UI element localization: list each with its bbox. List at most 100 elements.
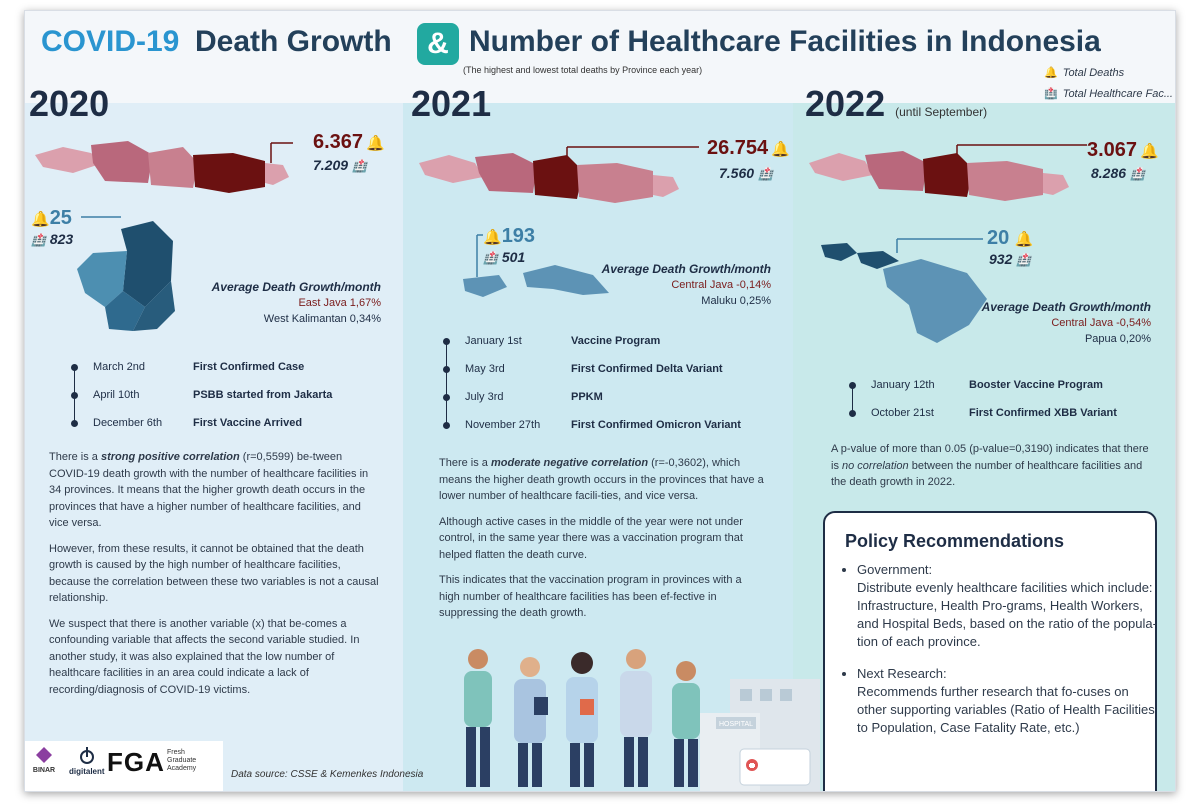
timeline-row: January 12th Booster Vaccine Program xyxy=(849,379,1169,407)
text-emphasis: strong positive correlation xyxy=(100,451,240,463)
text-run: A p-value of more than 0.05 (p-value=0,3… xyxy=(831,443,1149,472)
digitalent-logo-mark xyxy=(79,747,94,764)
paragraph: We suspect that there is another variabl… xyxy=(49,617,360,696)
growth-heading: Average Death Growth/month xyxy=(601,262,771,276)
growth-highest: Central Java -0,14% xyxy=(671,279,771,291)
health-worker-figure xyxy=(566,652,598,787)
timeline-2020: March 2nd First Confirmed Case April 10th… xyxy=(71,361,391,445)
timeline-date: January 12th xyxy=(871,379,935,391)
timeline-date: December 6th xyxy=(93,417,163,429)
stat-2022-lowest-deaths: 20 🔔 xyxy=(987,227,1034,250)
paragraph: A p-value of more than 0.05 (p-value=0,3… xyxy=(831,441,1153,491)
stat-2022-highest-deaths: 3.067 🔔 xyxy=(1087,139,1159,162)
timeline-event: First Confirmed Omicron Variant xyxy=(571,419,741,431)
growth-2020: Average Death Growth/month East Java 1,6… xyxy=(212,279,381,327)
timeline-event: PSBB started from Jakarta xyxy=(193,389,333,401)
hospital-icon: 🏥 xyxy=(483,251,498,265)
bell-icon: 🔔 xyxy=(771,141,790,158)
papua-map-2022 xyxy=(821,238,987,343)
value-facilities: 932 xyxy=(989,251,1013,267)
legend-facilities: Total Healthcare Fac... xyxy=(1062,88,1173,100)
paragraph: Although active cases in the middle of t… xyxy=(439,515,743,561)
year-note: (until September) xyxy=(895,105,988,119)
value-deaths: 26.754 xyxy=(707,137,769,159)
bell-icon: 🔔 xyxy=(366,135,385,152)
text-run: between the number of healthcare facilit… xyxy=(831,459,1143,489)
timeline-2022: January 12th Booster Vaccine Program Octo… xyxy=(849,379,1169,435)
timeline-event: Booster Vaccine Program xyxy=(969,379,1103,391)
hospital-sign: HOSPITAL xyxy=(719,721,753,728)
hospital-icon: 🏥 xyxy=(757,167,773,181)
policy-recommendations-card: Policy Recommendations Government: Distri… xyxy=(823,511,1157,791)
policy-list: Government: Distribute evenly healthcare … xyxy=(839,561,1157,751)
timeline-dot xyxy=(71,364,78,371)
policy-item-label: Next Research: xyxy=(857,666,947,681)
digitalent-logo-text: digitalent xyxy=(69,767,105,776)
value-facilities: 8.286 xyxy=(1091,165,1127,181)
stat-2021-highest-facilities: 7.560 🏥 xyxy=(719,165,773,181)
timeline-date: May 3rd xyxy=(465,363,505,375)
page-subtitle: (The highest and lowest total deaths by … xyxy=(463,65,703,75)
timeline-row: October 21st First Confirmed XBB Variant xyxy=(849,407,1169,435)
value-facilities: 823 xyxy=(49,231,74,247)
timeline-dot xyxy=(443,394,450,401)
growth-highest: East Java 1,67% xyxy=(298,297,381,309)
timeline-date: April 10th xyxy=(93,389,140,401)
digitalent-logo: digitalent xyxy=(69,745,105,776)
value-deaths: 3.067 xyxy=(1087,139,1138,161)
timeline-event: Vaccine Program xyxy=(571,335,661,347)
timeline-line xyxy=(852,385,853,413)
timeline-dot xyxy=(849,410,856,417)
bell-icon: 🔔 xyxy=(31,211,50,228)
binar-logo: BINAR xyxy=(31,745,57,774)
value-facilities: 501 xyxy=(501,249,526,265)
policy-item-text: Recommends further research that fo-cuse… xyxy=(857,684,1155,735)
timeline-date: January 1st xyxy=(465,335,522,347)
infographic-page: COVID-19 Death Growth & Number of Health… xyxy=(24,10,1176,792)
timeline-dot xyxy=(71,392,78,399)
analysis-text-2020: There is a strong positive correlation (… xyxy=(49,449,379,707)
policy-item-label: Government: xyxy=(857,562,933,577)
growth-lowest: Papua 0,20% xyxy=(1084,333,1151,345)
hospital-icon: 🏥 xyxy=(351,159,367,173)
year-value: 2022 xyxy=(805,83,886,124)
value-facilities: 7.560 xyxy=(719,165,755,181)
value-facilities: 7.209 xyxy=(313,157,349,173)
stat-2020-highest-deaths: 6.367 🔔 xyxy=(313,131,385,154)
column-2020: 2020 6.367 🔔 7.209 🏥 🔔25 🏥 823 Average De… xyxy=(25,83,403,791)
timeline-row: November 27th First Confirmed Omicron Var… xyxy=(443,419,783,447)
timeline-row: March 2nd First Confirmed Case xyxy=(71,361,391,389)
stat-2020-lowest-facilities: 🏥 823 xyxy=(31,231,73,247)
timeline-event: First Vaccine Arrived xyxy=(193,417,303,429)
health-worker-figure xyxy=(514,657,548,787)
policy-item: Next Research: Recommends further researc… xyxy=(857,665,1157,737)
page-title: COVID-19 Death Growth & Number of Health… xyxy=(25,21,1175,65)
bell-icon: 🔔 xyxy=(1140,143,1159,160)
java-map-2022 xyxy=(809,144,1087,201)
paragraph: However, from these results, it cannot b… xyxy=(49,542,379,605)
health-worker-figure xyxy=(672,661,700,787)
stat-2020-lowest-deaths: 🔔25 xyxy=(31,207,72,230)
timeline-event: PPKM xyxy=(571,391,603,403)
timeline-row: January 1st Vaccine Program xyxy=(443,335,783,363)
maluku-map-2021 xyxy=(463,234,609,297)
stat-2021-lowest-deaths: 🔔193 xyxy=(483,225,535,248)
value-deaths: 6.367 xyxy=(313,131,364,153)
year-2020: 2020 xyxy=(29,83,110,124)
data-source: Data source: CSSE & Kemenkes Indonesia xyxy=(231,769,424,780)
legend: 🔔 Total Deaths 🏥 Total Healthcare Fac... xyxy=(1044,63,1173,105)
timeline-row: April 10th PSBB started from Jakarta xyxy=(71,389,391,417)
health-worker-figure xyxy=(620,649,652,787)
paragraph: There is a moderate negative correlation… xyxy=(439,455,765,505)
policy-title: Policy Recommendations xyxy=(845,531,1065,551)
health-worker-figure xyxy=(464,649,492,787)
binar-logo-mark xyxy=(36,747,52,763)
stat-2020-highest-facilities: 7.209 🏥 xyxy=(313,157,367,173)
timeline-dot xyxy=(71,420,78,427)
ampersand-badge: & xyxy=(417,23,459,65)
policy-item-text: Distribute evenly healthcare facilities … xyxy=(857,580,1157,649)
timeline-line xyxy=(446,341,447,425)
kalimantan-map-2020 xyxy=(77,216,175,331)
value-deaths: 193 xyxy=(501,225,536,247)
stat-2022-lowest-facilities: 932 🏥 xyxy=(989,251,1031,267)
